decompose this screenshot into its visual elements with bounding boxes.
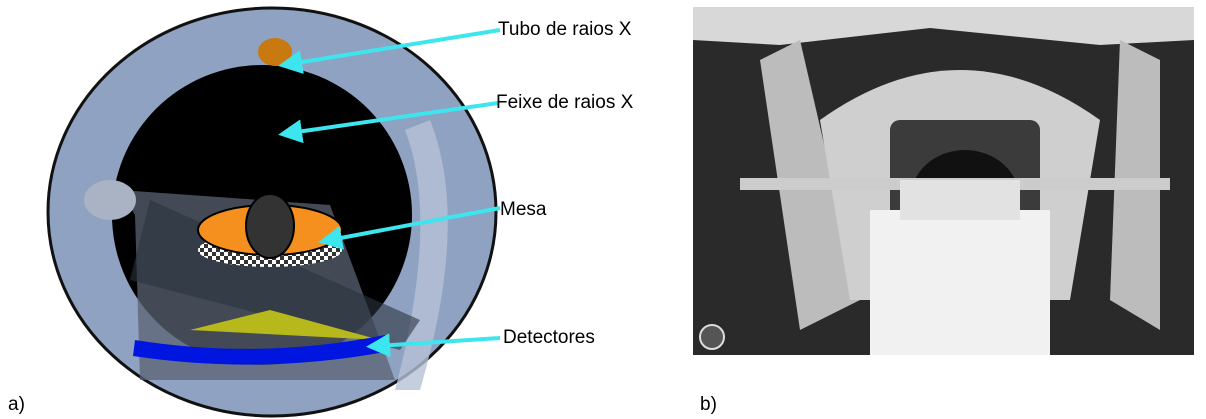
label-table: Mesa xyxy=(500,199,547,220)
ct-diagram xyxy=(48,8,500,416)
label-tube: Tubo de raios X xyxy=(498,19,632,40)
label-beam: Feixe de raios X xyxy=(496,92,634,113)
label-detectors: Detectores xyxy=(503,327,595,348)
caption-a: a) xyxy=(8,394,25,415)
caption-b: b) xyxy=(700,394,717,415)
figure: Tubo de raios X Feixe de raios X Mesa De… xyxy=(0,0,1206,419)
ct-photo xyxy=(693,7,1194,355)
